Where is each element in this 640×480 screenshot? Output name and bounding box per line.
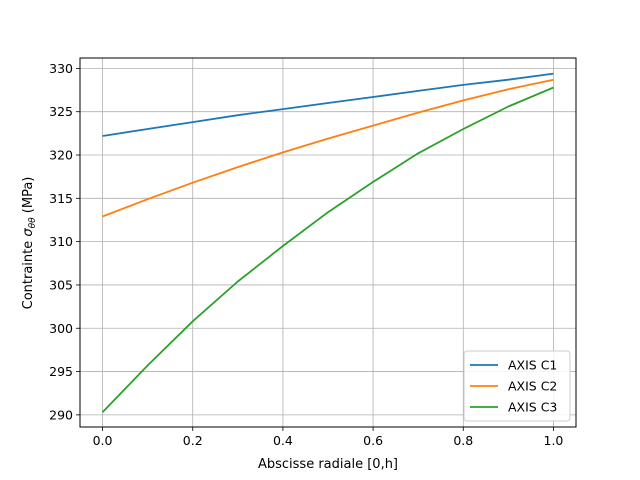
y-tick-label: 300 xyxy=(49,321,73,336)
legend-label: AXIS C3 xyxy=(508,400,557,415)
series-line-3 xyxy=(101,86,554,413)
x-tick-label: 0.0 xyxy=(93,433,113,448)
y-tick-label: 295 xyxy=(49,364,73,379)
plot-frame xyxy=(79,57,577,428)
y-tick-label: 330 xyxy=(49,61,73,76)
y-tick-label: 305 xyxy=(49,277,73,292)
y-tick-label: 320 xyxy=(49,148,73,163)
legend-box xyxy=(463,350,571,422)
y-axis-label-symbol: σ xyxy=(21,228,36,237)
legend: AXIS C1 AXIS C2 AXIS C3 xyxy=(463,350,571,422)
y-tick-label: 290 xyxy=(49,407,73,422)
y-axis-label: Contrainte σθθ (MPa) xyxy=(21,177,38,310)
y-tick-label: 315 xyxy=(49,191,73,206)
x-tick-label: 0.2 xyxy=(183,433,203,448)
legend-label: AXIS C1 xyxy=(508,358,557,373)
y-axis-label-subscript: θθ xyxy=(28,217,38,229)
legend-label: AXIS C2 xyxy=(508,379,557,394)
x-tick-label: 0.8 xyxy=(453,433,473,448)
y-tick-label: 310 xyxy=(49,234,73,249)
series-line-1 xyxy=(102,72,554,137)
series-lines xyxy=(101,72,554,413)
x-axis-ticks: 0.0 0.2 0.4 0.6 0.8 1.0 xyxy=(93,427,564,448)
y-tick-label: 325 xyxy=(49,104,73,119)
grid-lines xyxy=(80,58,576,427)
x-tick-label: 1.0 xyxy=(544,433,564,448)
x-tick-label: 0.6 xyxy=(363,433,383,448)
y-axis-ticks: 290 295 300 305 310 315 320 325 330 xyxy=(49,61,80,422)
y-axis-label-suffix: (MPa) xyxy=(21,177,36,218)
x-axis-label: Abscisse radiale [0,h] xyxy=(258,457,398,472)
series-line-2 xyxy=(102,78,554,218)
x-tick-label: 0.4 xyxy=(273,433,293,448)
y-axis-label-prefix: Contrainte xyxy=(21,237,36,310)
